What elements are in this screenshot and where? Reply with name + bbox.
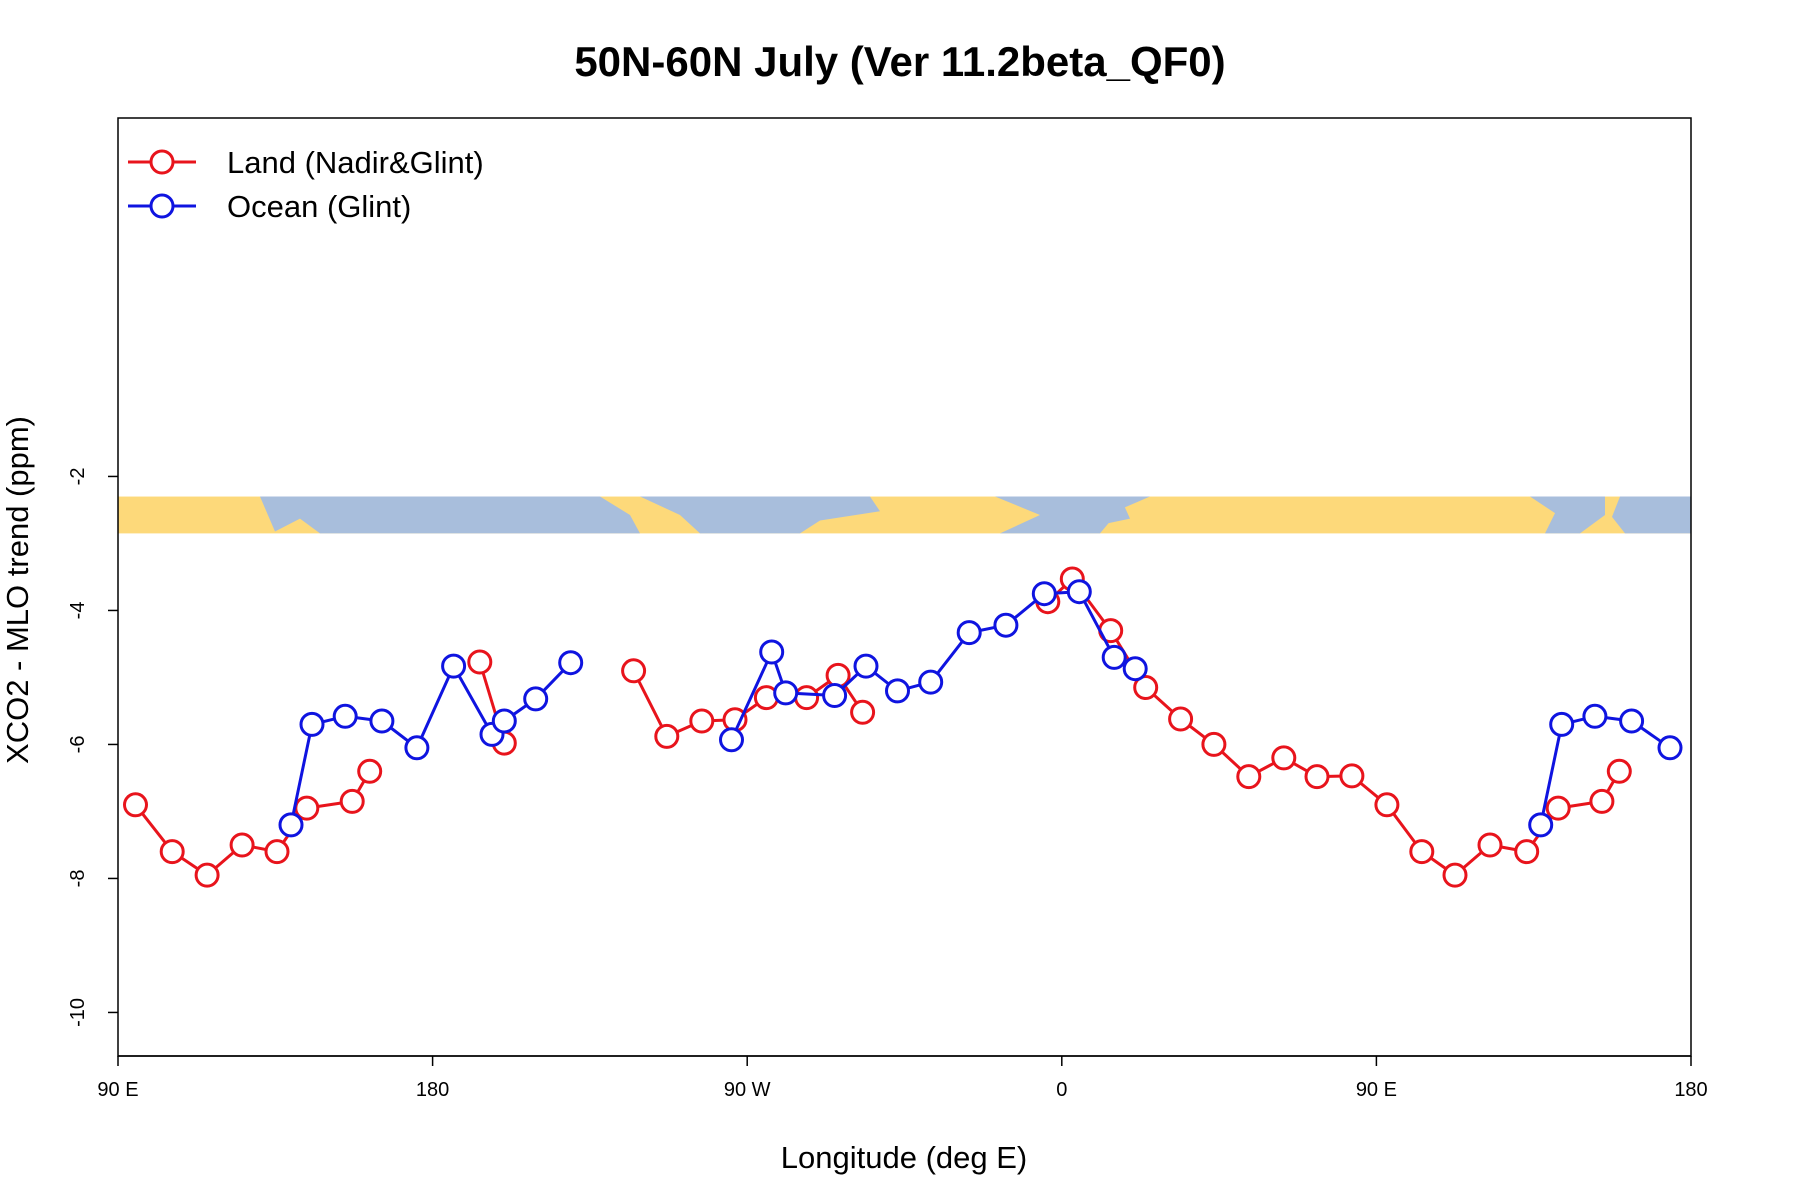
data-point	[621, 658, 647, 684]
x-tick-label: 180	[1674, 1079, 1707, 1101]
data-point	[1168, 706, 1194, 732]
data-point	[1304, 764, 1330, 790]
data-point	[1122, 656, 1148, 682]
data-point	[278, 812, 304, 838]
data-point	[1236, 764, 1262, 790]
map-ocean-region	[640, 496, 880, 534]
data-point	[558, 650, 584, 676]
data-point	[1374, 792, 1400, 818]
world-map-strip	[118, 496, 1691, 534]
data-point	[1133, 675, 1159, 700]
x-tick-label: 0	[1056, 1079, 1067, 1101]
data-point	[1589, 788, 1615, 814]
data-point	[441, 653, 467, 679]
data-point	[689, 708, 715, 734]
data-point	[229, 832, 255, 858]
plot-frame	[117, 117, 1692, 1057]
x-axis-label: Longitude (deg E)	[781, 1140, 1027, 1175]
y-tick-label: -6	[67, 736, 89, 754]
data-point	[719, 727, 744, 753]
x-tick-label: 90 E	[1356, 1079, 1397, 1101]
map-ocean-region	[1530, 496, 1605, 534]
data-point	[194, 862, 220, 888]
data-point	[773, 680, 799, 706]
data-point	[1549, 711, 1575, 737]
data-point	[1477, 832, 1503, 858]
y-tick-label: -4	[67, 602, 89, 620]
data-point	[159, 839, 185, 865]
data-point	[339, 788, 365, 814]
data-point	[822, 683, 848, 708]
x-tick-label: 90 E	[97, 1079, 138, 1101]
series-ocean	[278, 579, 1683, 838]
data-point	[491, 708, 517, 734]
x-tick-label: 90 W	[724, 1079, 771, 1101]
data-point	[523, 686, 549, 712]
map-ocean-region	[470, 496, 640, 534]
series-layer	[123, 566, 1683, 888]
map-ocean-region	[1612, 496, 1691, 534]
data-point	[467, 649, 493, 675]
series-line-segment	[730, 590, 1136, 741]
legend-label-ocean: Ocean (Glint)	[227, 189, 411, 224]
data-point	[1271, 745, 1297, 771]
data-point	[993, 612, 1019, 638]
map-ocean-region	[1080, 496, 1130, 527]
data-point	[1031, 581, 1057, 607]
data-point	[759, 639, 785, 665]
data-point	[404, 735, 430, 761]
data-point	[918, 669, 944, 695]
y-tick-label: -10	[67, 998, 89, 1027]
data-point	[850, 699, 876, 725]
data-point	[885, 678, 910, 704]
data-point	[123, 792, 148, 818]
data-point	[1606, 758, 1632, 784]
x-axis: 90 E 180 90 W 0 90 E 180	[97, 1055, 1708, 1101]
legend-label-land: Land (Nadir&Glint)	[227, 145, 484, 180]
data-point	[1619, 708, 1645, 734]
series-land	[123, 566, 1632, 888]
data-point	[853, 653, 879, 679]
data-point	[1442, 862, 1468, 888]
data-point	[369, 708, 395, 734]
y-axis-label: XCO2 - MLO trend (ppm)	[0, 416, 35, 764]
y-tick-label: -2	[67, 468, 89, 486]
data-point	[794, 685, 820, 711]
data-point	[956, 620, 982, 646]
legend: Land (Nadir&Glint) Ocean (Glint)	[128, 145, 484, 224]
y-tick-label: -8	[67, 870, 89, 888]
data-point	[1528, 812, 1554, 838]
data-point	[1201, 731, 1227, 757]
data-point	[264, 839, 290, 865]
data-point	[1514, 839, 1540, 865]
data-point	[1657, 735, 1683, 761]
data-point	[299, 711, 325, 737]
data-point	[1339, 763, 1365, 789]
data-point	[1545, 795, 1571, 821]
data-point	[1582, 703, 1608, 729]
legend-marker-land	[149, 149, 175, 175]
map-ocean-region	[260, 496, 470, 534]
y-axis: -2 -4 -6 -8 -10	[67, 468, 118, 1027]
legend-marker-ocean	[149, 193, 175, 219]
data-point	[654, 723, 680, 749]
x-tick-label: 180	[416, 1079, 449, 1101]
data-point	[357, 758, 383, 784]
chart-title: 50N-60N July (Ver 11.2beta_QF0)	[574, 38, 1225, 85]
data-point	[1409, 839, 1435, 865]
data-point	[1066, 579, 1092, 605]
data-point	[332, 703, 358, 729]
series-line-segment	[289, 661, 572, 826]
data-point	[1101, 644, 1127, 670]
